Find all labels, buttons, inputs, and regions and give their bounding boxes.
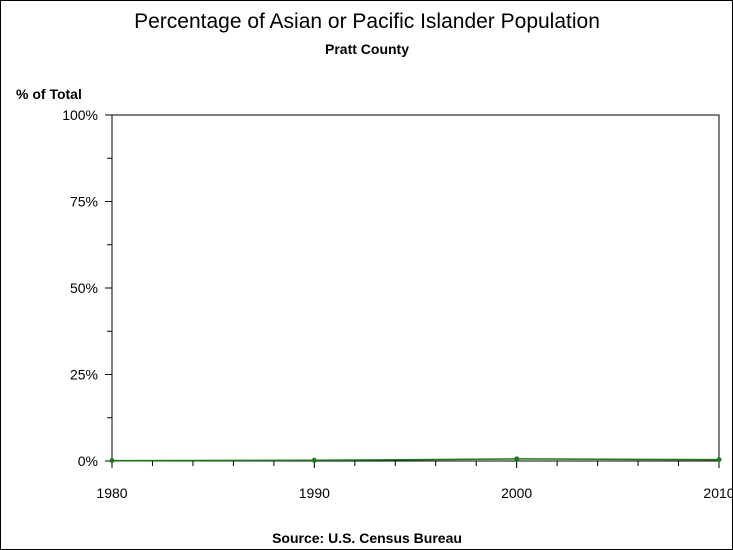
y-axis-label: % of Total [16, 86, 82, 102]
series-layer [109, 456, 722, 464]
data-point [109, 458, 115, 464]
x-tick-label: 1980 [96, 485, 127, 501]
y-tick-label: 50% [70, 280, 98, 296]
data-point [311, 457, 317, 463]
data-point [716, 457, 722, 463]
y-tick-label: 100% [62, 107, 98, 123]
x-tick-label: 2000 [501, 485, 532, 501]
y-tick-label: 25% [70, 367, 98, 383]
y-tick-label: 75% [70, 194, 98, 210]
series-line [111, 458, 720, 462]
chart-title: Percentage of Asian or Pacific Islander … [134, 10, 600, 33]
plot-area [111, 114, 720, 462]
source-note: Source: U.S. Census Bureau [272, 530, 462, 546]
y-axis: 0% 25% 50% 75% 100% [62, 107, 112, 469]
data-point [514, 456, 520, 462]
x-axis: 1980 1990 2000 2010 [96, 461, 732, 501]
y-tick-label: 0% [78, 453, 98, 469]
x-tick-label: 1990 [299, 485, 330, 501]
x-tick-label: 2010 [703, 485, 732, 501]
chart-subtitle: Pratt County [325, 41, 409, 57]
